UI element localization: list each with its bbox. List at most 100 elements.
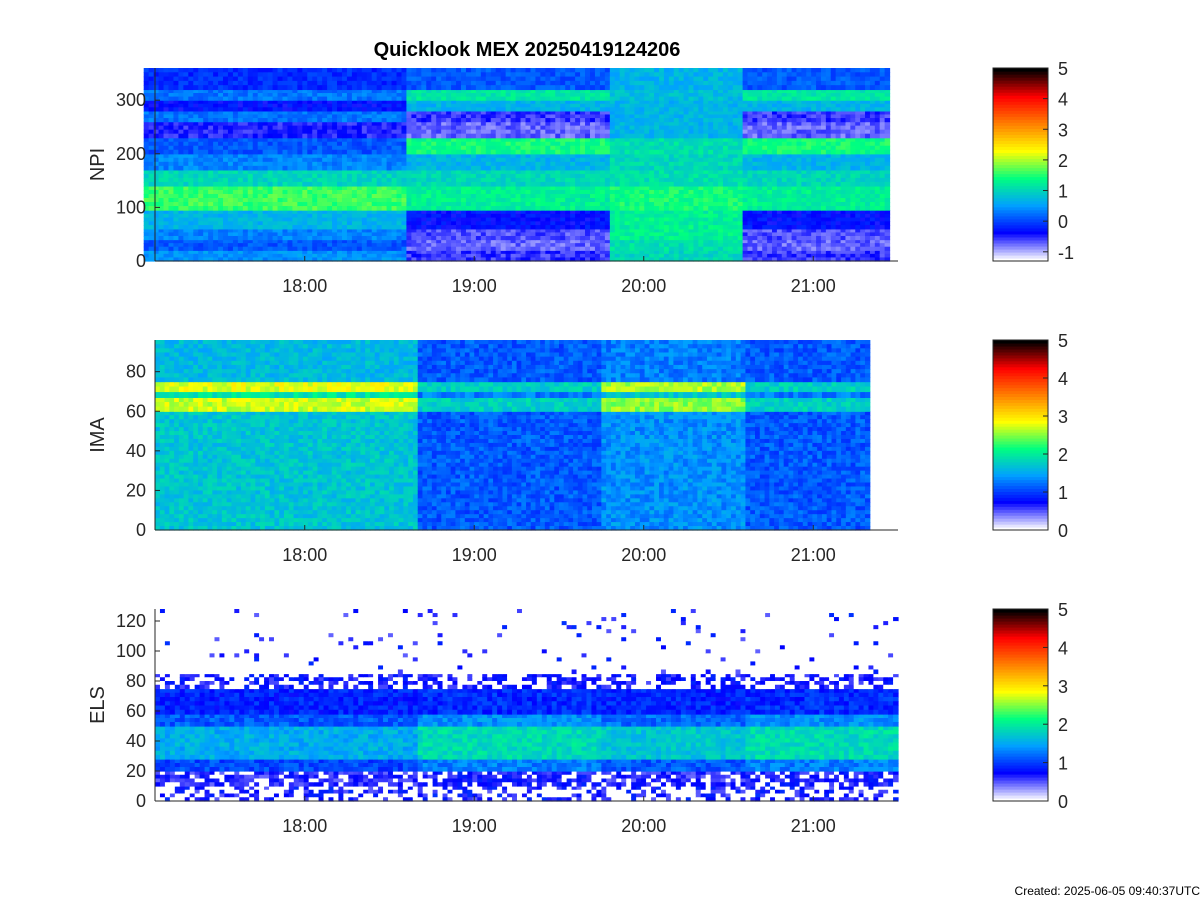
heat-cell (257, 96, 264, 101)
heat-cell (183, 103, 189, 108)
heat-cell (713, 239, 719, 244)
heat-cell (594, 129, 601, 135)
heat-cell (371, 225, 378, 230)
heat-cell (198, 232, 204, 237)
heat-cell (351, 235, 358, 241)
heat-cell (461, 169, 467, 175)
heat-cell (525, 149, 532, 155)
heat-cell (713, 232, 719, 237)
heat-cell (396, 257, 403, 262)
heat-cell (327, 250, 333, 255)
heat-cell (401, 198, 408, 203)
heat-cell (530, 114, 537, 119)
heat-cell (193, 114, 199, 119)
heat-cell (654, 253, 660, 259)
heat-cell (480, 177, 487, 183)
heat-cell (227, 157, 234, 163)
heat-cell (327, 121, 333, 127)
heat-cell (431, 103, 437, 108)
heat-cell (153, 213, 160, 219)
heat-cell (416, 85, 422, 91)
heat-cell (406, 228, 412, 233)
heat-cell (535, 246, 541, 251)
heat-cell (381, 228, 388, 233)
heat-cell (619, 210, 626, 215)
heat-cell (376, 253, 383, 259)
heat-cell (208, 133, 214, 139)
heat-cell (446, 129, 452, 135)
heat-cell (242, 232, 249, 237)
heat-cell (312, 250, 318, 255)
heat-cell (297, 161, 303, 167)
heat-cell (237, 89, 244, 94)
heat-cell (163, 185, 170, 191)
heat-cell (272, 133, 279, 139)
heat-cell (213, 85, 219, 91)
heat-cell (312, 210, 318, 215)
heat-cell (282, 107, 289, 112)
heat-cell (555, 161, 561, 167)
heat-cell (416, 89, 422, 94)
heat-cell (356, 173, 363, 179)
heat-cell (317, 107, 323, 112)
heat-cell (540, 185, 546, 191)
heat-cell (475, 185, 482, 191)
heat-cell (232, 173, 239, 179)
heat-cell (475, 121, 482, 127)
heat-cell (376, 133, 383, 139)
heat-cell (673, 257, 680, 262)
heat-cell (515, 85, 522, 91)
heat-cell (580, 253, 586, 259)
heat-cell (356, 96, 363, 101)
heat-cell (327, 89, 333, 94)
heat-cell (351, 103, 358, 108)
heat-cell (604, 253, 611, 259)
heat-cell (555, 228, 561, 233)
heat-cell (198, 103, 204, 108)
heat-cell (267, 181, 274, 187)
heat-cell (426, 217, 432, 222)
heat-cell (351, 213, 358, 219)
heat-cell (366, 235, 373, 241)
heat-cell (203, 103, 209, 108)
heat-cell (376, 76, 383, 82)
heat-cell (565, 72, 571, 78)
heat-cell (678, 246, 685, 251)
heat-cell (520, 110, 527, 116)
heat-cell (227, 103, 234, 108)
heat-cell (168, 149, 175, 155)
heat-cell (337, 253, 343, 259)
heat-cell (366, 107, 373, 112)
heat-cell (322, 253, 328, 259)
heat-cell (173, 213, 179, 219)
heat-cell (555, 114, 561, 119)
heat-cell (624, 228, 631, 233)
heat-cell (267, 114, 274, 119)
heat-cell (178, 133, 184, 139)
heat-cell (312, 161, 318, 167)
heat-cell (327, 217, 333, 222)
heat-cell (619, 221, 626, 226)
heat-cell (416, 225, 422, 230)
heat-cell (267, 217, 274, 222)
heat-cell (322, 103, 328, 108)
heat-cell (366, 137, 373, 143)
heat-cell (292, 232, 298, 237)
heat-cell (302, 103, 308, 108)
heat-cell (525, 93, 532, 98)
heat-cell (272, 118, 279, 123)
heat-cell (421, 100, 427, 105)
heat-cell (223, 100, 229, 105)
heat-cell (361, 85, 368, 91)
heat-cell (218, 225, 224, 230)
heat-cell (183, 149, 189, 155)
heat-cell (317, 165, 323, 171)
heat-cell (198, 169, 204, 175)
heat-cell (371, 80, 378, 86)
heat-cell (227, 210, 234, 215)
heat-cell (287, 246, 294, 251)
heat-cell (168, 228, 175, 233)
heat-cell (500, 246, 507, 251)
heat-cell (346, 68, 353, 73)
heat-cell (366, 210, 373, 215)
